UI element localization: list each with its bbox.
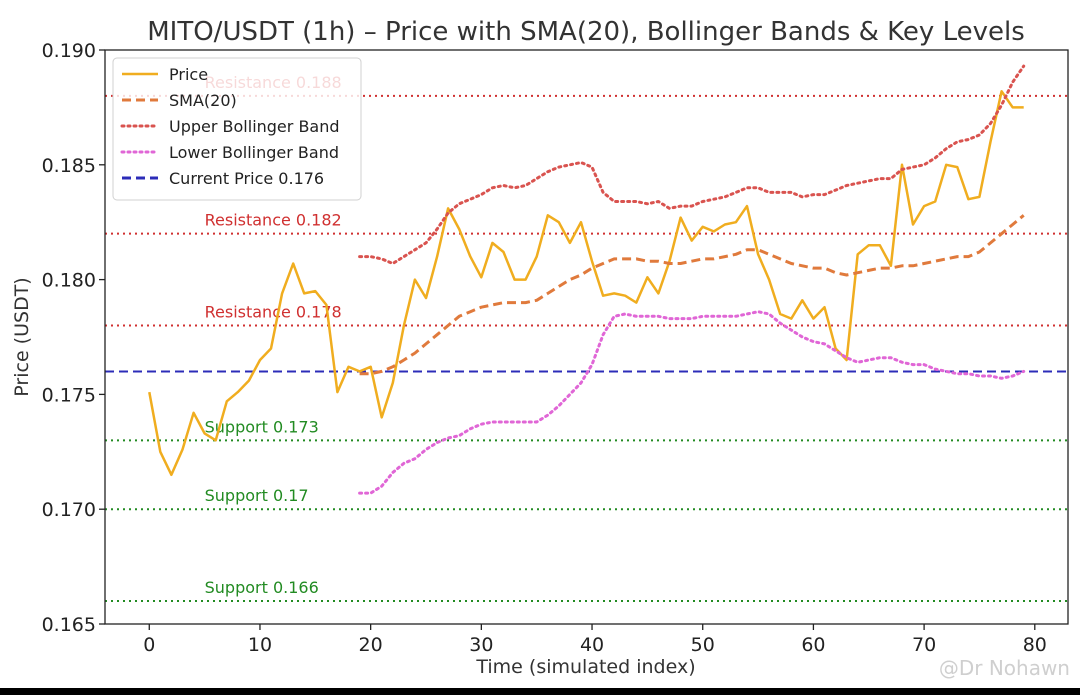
series-line	[359, 214, 1025, 376]
chart-title: MITO/USDT (1h) – Price with SMA(20), Bol…	[147, 17, 1025, 47]
x-tick-label: 20	[359, 634, 383, 656]
x-tick-label: 70	[912, 634, 936, 656]
legend-label: Lower Bollinger Band	[169, 143, 339, 162]
x-tick-label: 30	[469, 634, 493, 656]
x-tick-label: 50	[691, 634, 715, 656]
series-line	[358, 64, 1026, 265]
legend-label: Upper Bollinger Band	[169, 117, 340, 136]
series-line	[148, 90, 1024, 477]
level-label: Support 0.17	[205, 486, 309, 505]
y-tick-label: 0.180	[42, 270, 96, 292]
legend-label: SMA(20)	[169, 91, 237, 110]
y-tick-label: 0.165	[42, 614, 96, 636]
legend: Price SMA(20) Upper Bollinger Band Lower Bo…	[112, 57, 362, 201]
legend-label: Current Price 0.176	[169, 169, 324, 188]
x-tick-label: 0	[143, 634, 155, 656]
x-tick-label: 60	[801, 634, 825, 656]
series-line	[358, 310, 1026, 495]
x-tick-label: 10	[248, 634, 272, 656]
plot-frame	[104, 49, 1069, 625]
y-tick-label: 0.190	[42, 40, 96, 62]
level-label: Support 0.173	[205, 417, 319, 436]
x-tick-label: 80	[1023, 634, 1047, 656]
y-tick-label: 0.185	[42, 155, 96, 177]
legend-box	[112, 57, 362, 201]
x-axis-label: Time (simulated index)	[475, 656, 695, 678]
y-tick-label: 0.175	[42, 384, 96, 406]
plot-area: Resistance 0.188Resistance 0.182Resistan…	[105, 64, 1068, 603]
axes: 0 10 20 30 40 50 60 70 80 0.165 0.170 0.175 0.180 0.1…	[42, 40, 1069, 656]
y-axis-label: Price (USDT)	[11, 277, 33, 396]
level-label: Support 0.166	[205, 578, 319, 597]
watermark-text: @Dr Nohawn	[938, 656, 1070, 680]
level-label: Resistance 0.182	[205, 211, 342, 230]
legend-label: Price	[169, 65, 208, 84]
level-label: Resistance 0.178	[205, 303, 342, 322]
y-tick-label: 0.170	[42, 499, 96, 521]
x-tick-label: 40	[580, 634, 604, 656]
